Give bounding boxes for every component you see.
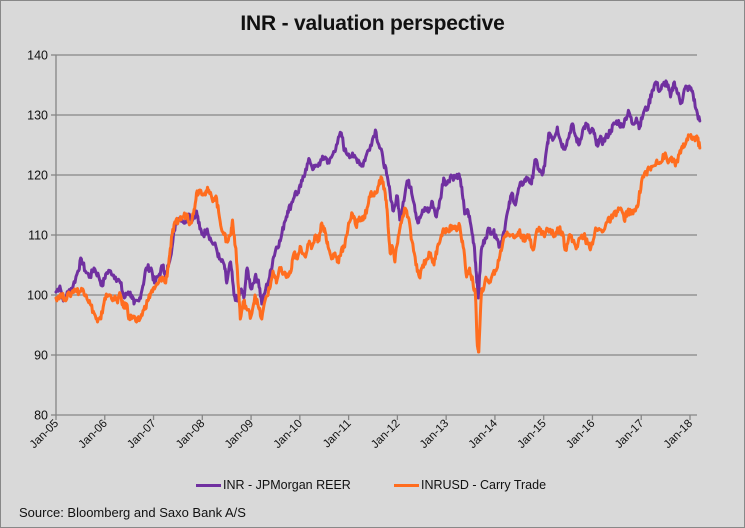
xtick-label: Jan-05 [28,418,61,451]
xtick-label: Jan-12 [369,418,402,451]
legend-swatch-carry [394,483,419,487]
xtick-label: Jan-18 [662,418,695,451]
series-line-reer [54,79,702,306]
legend-label-carry: INRUSD - Carry Trade [421,478,547,492]
ytick-label: 100 [27,289,48,303]
xtick-label: Jan-11 [321,418,354,451]
legend-item-reer: INR - JPMorgan REER [196,478,351,492]
xtick-label: Jan-09 [223,418,256,451]
xtick-label: Jan-15 [515,418,548,451]
ytick-label: 120 [27,169,48,183]
legend-swatch-reer [196,483,221,487]
xtick-label: Jan-17 [613,418,646,451]
xtick-label: Jan-16 [564,418,597,451]
ytick-label: 80 [34,409,48,423]
xtick-label: Jan-06 [77,418,110,451]
series-line-carry-trade [54,133,702,354]
xtick-label: Jan-13 [418,418,451,451]
legend-label-reer: INR - JPMorgan REER [223,478,351,492]
legend-item-carry: INRUSD - Carry Trade [394,478,546,492]
ytick-label: 140 [27,49,48,63]
xtick-label: Jan-10 [272,418,305,451]
ytick-label: 90 [34,349,48,363]
xtick-label: Jan-14 [467,417,501,451]
xtick-label: Jan-08 [174,418,207,451]
ytick-label: 130 [27,109,48,123]
chart-title: INR - valuation perspective [240,12,505,35]
ytick-label: 110 [28,229,48,243]
xtick-label: Jan-07 [125,418,158,451]
source-note: Source: Bloomberg and Saxo Bank A/S [19,505,246,520]
